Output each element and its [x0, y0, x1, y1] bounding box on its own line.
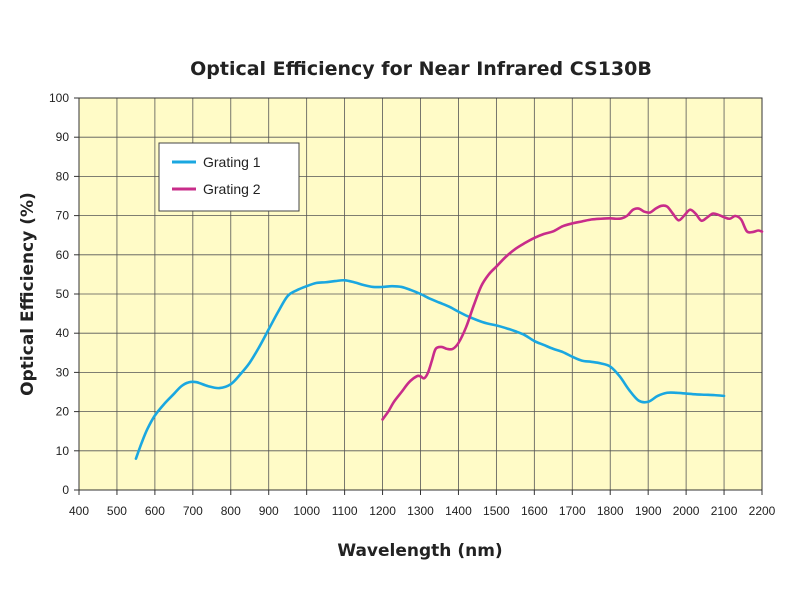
x-tick-label-500: 500 — [107, 504, 127, 518]
legend: Grating 1 Grating 2 — [158, 142, 300, 212]
x-tick-label-2000: 2000 — [673, 504, 700, 518]
legend-label-grating-2: Grating 2 — [203, 181, 261, 197]
x-tick-label-1500: 1500 — [483, 504, 510, 518]
series-lines — [134, 204, 764, 460]
legend-box — [158, 142, 300, 212]
x-tick-label-1600: 1600 — [521, 504, 548, 518]
x-tick-label-2200: 2200 — [749, 504, 776, 518]
y-tick-label-40: 40 — [56, 326, 70, 340]
x-tick-label-800: 800 — [221, 504, 241, 518]
y-tick-label-70: 70 — [56, 209, 70, 223]
y-tick-label-10: 10 — [56, 444, 70, 458]
x-tick-label-900: 900 — [259, 504, 279, 518]
axes: 400 500 600 700 800 900 1000 1100 1200 1300 1400 15… — [49, 91, 776, 518]
x-tick-label-1800: 1800 — [597, 504, 624, 518]
x-tick-label-1400: 1400 — [445, 504, 472, 518]
y-tick-label-80: 80 — [56, 169, 70, 183]
x-tick-label-700: 700 — [183, 504, 203, 518]
x-tick-label-1200: 1200 — [369, 504, 396, 518]
x-tick-label-1100: 1100 — [332, 504, 358, 518]
x-tick-label-2100: 2100 — [711, 504, 738, 518]
x-tick-label-400: 400 — [69, 504, 89, 518]
chart-title: Optical Efficiency for Near Infrared CS1… — [190, 58, 652, 80]
y-axis-title: Optical Efficiency (%) — [18, 192, 38, 396]
y-tick-label-20: 20 — [56, 405, 70, 419]
x-tick-label-1300: 1300 — [407, 504, 434, 518]
y-tick-label-90: 90 — [56, 130, 70, 144]
x-tick-label-1700: 1700 — [559, 504, 586, 518]
y-tick-label-30: 30 — [56, 365, 70, 379]
x-tick-label-1000: 1000 — [293, 504, 320, 518]
y-tick-label-60: 60 — [56, 248, 70, 262]
y-tick-label-50: 50 — [56, 287, 70, 301]
series-line-grating-1 — [134, 278, 726, 460]
y-tick-label-100: 100 — [49, 91, 69, 105]
x-axis-title: Wavelength (nm) — [337, 541, 502, 561]
x-tick-label-1900: 1900 — [635, 504, 662, 518]
y-tick-label-0: 0 — [62, 483, 69, 497]
series-line-grating-2 — [381, 204, 764, 421]
x-tick-label-600: 600 — [145, 504, 165, 518]
legend-label-grating-1: Grating 1 — [203, 154, 261, 170]
